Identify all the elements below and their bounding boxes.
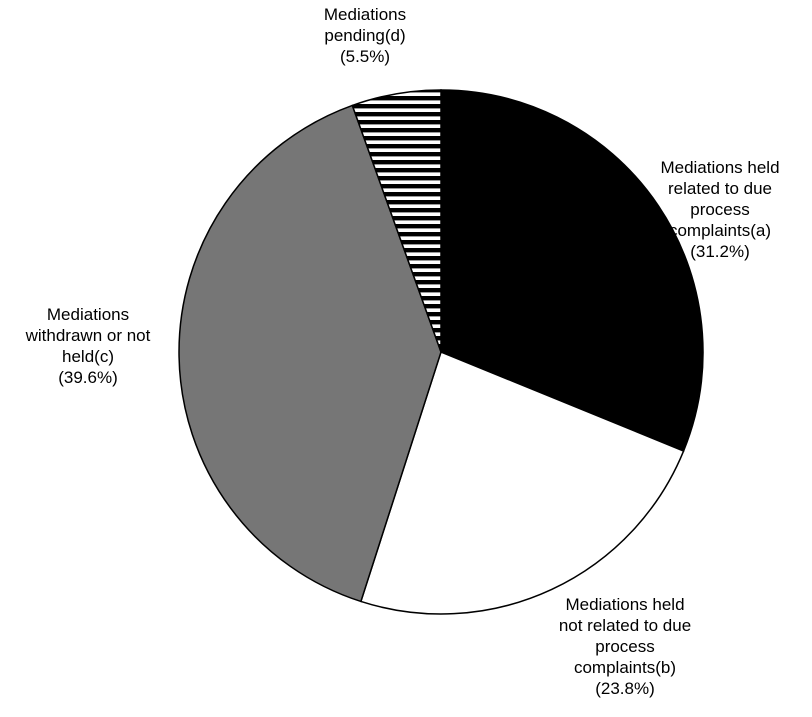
pie-slice-2 (359, 350, 685, 615)
pie-slice-4 (351, 89, 442, 353)
pie-labels: Mediations held related to due process comp… (25, 5, 780, 698)
pie-slice-label-line: (5.5%) (340, 47, 390, 66)
pie-slice-label-line: pending(d) (324, 26, 405, 45)
pie-slice-label-line: held(c) (62, 347, 114, 366)
pie-slice-1 (440, 89, 704, 453)
pie-slice-label-line: (31.2%) (690, 242, 750, 261)
pie-slice-label-line: process (690, 200, 750, 219)
pie-slice-label-3: Mediations withdrawn or not held(c) (39.6%) (25, 305, 151, 387)
pie-slice-label-line: related to due (668, 179, 772, 198)
pie-slice-label-line: Mediations held (565, 595, 684, 614)
pie-slice-label-line: (23.8%) (595, 679, 655, 698)
pie-slice-label-2: Mediations held not related to due process… (559, 595, 691, 698)
pie-slice-label-line: Mediations (47, 305, 129, 324)
pie-slice-label-line: complaints(a) (669, 221, 771, 240)
pie-slice-label-line: withdrawn or not (25, 326, 151, 345)
pie-slice-label-line: Mediations (324, 5, 406, 24)
pie-slice-label-4: Mediations pending(d) (5.5%) (324, 5, 406, 66)
pie-slices (178, 89, 704, 615)
pie-slice-label-1: Mediations held related to due process comp… (660, 158, 779, 261)
pie-slice-label-line: not related to due (559, 616, 691, 635)
pie-slice-3 (178, 104, 442, 603)
pie-slice-label-line: Mediations held (660, 158, 779, 177)
pie-slice-label-line: complaints(b) (574, 658, 676, 677)
pie-slice-label-line: (39.6%) (58, 368, 118, 387)
pie-slice-label-line: process (595, 637, 655, 656)
